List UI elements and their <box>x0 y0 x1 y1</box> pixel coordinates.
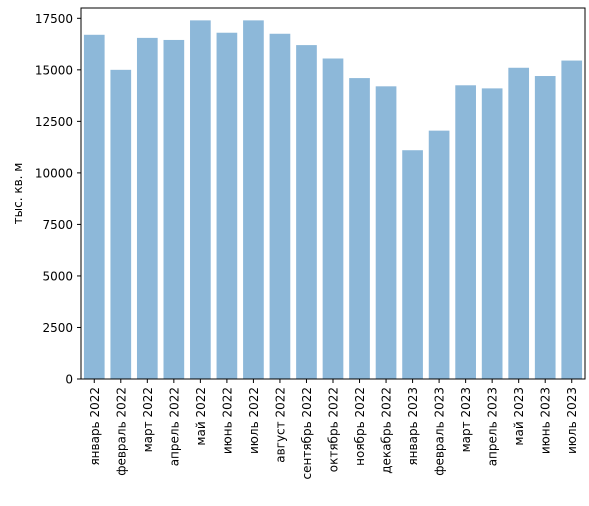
bar <box>83 34 105 379</box>
x-tick-label: январь 2022 <box>88 387 102 466</box>
bar <box>269 33 291 379</box>
y-tick-label: 17500 <box>35 12 73 26</box>
bar <box>402 150 423 379</box>
x-tick-label: август 2022 <box>273 387 287 463</box>
bar <box>481 88 503 379</box>
x-tick-label: апрель 2022 <box>167 387 181 466</box>
bar <box>163 39 185 379</box>
x-tick-label: сентябрь 2022 <box>300 387 314 479</box>
x-tick-label: май 2023 <box>512 387 526 446</box>
x-tick-label: февраль 2022 <box>114 387 128 476</box>
x-tick-label: май 2022 <box>194 387 208 446</box>
y-tick-label: 0 <box>65 373 73 387</box>
x-tick-label: февраль 2023 <box>433 387 447 476</box>
plot-frame <box>80 7 586 380</box>
x-tick-label: июнь 2022 <box>220 387 234 454</box>
bar <box>428 130 450 379</box>
bar <box>322 58 344 379</box>
x-tick-label: март 2023 <box>459 387 473 452</box>
x-tick-label: ноябрь 2022 <box>353 387 367 466</box>
x-tick-label: октябрь 2022 <box>327 387 341 472</box>
x-tick-label: январь 2023 <box>406 387 420 466</box>
bar <box>190 20 211 380</box>
bar <box>216 32 238 379</box>
bar <box>349 78 370 379</box>
x-axis: январь 2022 февраль 2022 март 2022 апрель 2… <box>88 379 579 479</box>
bar <box>534 76 556 380</box>
y-axis: 0 2500 5000 7500 10000 12500 15000 17500 <box>35 12 81 387</box>
x-tick-label: июнь 2023 <box>539 387 553 454</box>
bars-group <box>83 20 583 380</box>
x-tick-label: июль 2022 <box>247 387 261 454</box>
x-tick-label: март 2022 <box>141 387 155 452</box>
y-tick-label: 15000 <box>35 63 73 77</box>
y-axis-label: тыс. кв. м <box>11 163 25 225</box>
y-tick-label: 2500 <box>42 321 73 335</box>
y-tick-label: 10000 <box>35 166 73 180</box>
x-tick-label: апрель 2023 <box>486 387 500 466</box>
x-tick-label: июль 2023 <box>565 387 579 454</box>
y-tick-label: 7500 <box>42 218 73 232</box>
bar <box>110 69 132 379</box>
y-tick-label: 12500 <box>35 115 73 129</box>
bar <box>296 45 317 379</box>
bar <box>136 37 158 379</box>
bar <box>561 60 583 380</box>
bar <box>455 85 476 379</box>
x-tick-label: декабрь 2022 <box>380 387 394 474</box>
bar <box>508 67 530 380</box>
y-tick-label: 5000 <box>42 269 73 283</box>
bar <box>243 20 264 380</box>
bar <box>375 86 397 379</box>
